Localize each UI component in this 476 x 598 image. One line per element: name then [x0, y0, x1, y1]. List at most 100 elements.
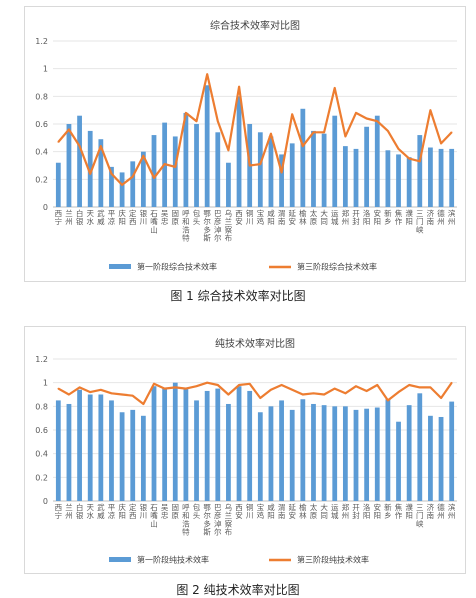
y-tick-label: 0.2 — [35, 175, 48, 184]
x-tick-label: 兰州 — [65, 502, 73, 520]
y-tick-label: 1.2 — [35, 37, 48, 46]
line-point — [163, 163, 166, 165]
x-tick-label: 焦作 — [395, 502, 403, 520]
bar — [428, 147, 433, 207]
bar — [130, 161, 136, 207]
x-tick-label: 咸阳 — [267, 208, 275, 226]
line-point — [110, 173, 113, 175]
x-tick-label: 武威 — [97, 502, 105, 520]
line-point — [131, 394, 134, 397]
x-tick-label: 庆阳 — [118, 502, 126, 520]
chart-2: 纯技术效率对比图 0 0.2 0.4 0.6 0.8 1 1.2 西宁 兰州 白银 天水 武威 平凉 庆阳定… — [24, 326, 466, 574]
bar — [119, 412, 125, 501]
bar — [300, 108, 306, 207]
x-tick-label: 定西 — [129, 502, 137, 520]
bar — [204, 390, 210, 501]
line-point — [89, 173, 92, 175]
y-tick-label: 0 — [43, 203, 48, 212]
bar — [321, 133, 327, 207]
bar — [226, 403, 231, 501]
line-point — [163, 387, 166, 390]
x-tick-label: 三门峡 — [416, 209, 424, 234]
line-point — [206, 73, 208, 75]
line-point — [121, 184, 123, 186]
x-tick-label: 郑州 — [342, 208, 350, 226]
line-point — [238, 384, 240, 386]
x-tick-label: 洛阳 — [363, 502, 371, 520]
line-point — [216, 120, 219, 123]
x-tick-label: 乌兰察布 — [225, 502, 233, 537]
line-point — [57, 387, 60, 390]
line-point — [89, 391, 92, 393]
line-point — [344, 135, 347, 138]
bar — [449, 401, 455, 501]
line-point — [312, 131, 315, 134]
x-tick-label: 呼和浩特 — [182, 502, 190, 537]
y-tick-label: 0.8 — [35, 92, 48, 101]
x-tick-label: 德州 — [437, 502, 445, 520]
line-point — [100, 145, 102, 147]
line-point — [418, 386, 421, 389]
line-point — [153, 383, 155, 385]
chart-1: 综合技术效率对比图 0 0.2 0.4 0.6 0.8 1 1.2 西宁 兰州 白银 天水 武威 平凉 庆阳… — [24, 6, 466, 282]
x-tick-label: 洛阳 — [363, 208, 371, 226]
x-tick-label: 白银 — [76, 208, 84, 226]
x-tick-label: 济南 — [427, 208, 435, 226]
line-point — [131, 175, 134, 178]
line-point — [110, 392, 113, 395]
bar — [364, 126, 370, 207]
line-point — [418, 160, 421, 163]
line-point — [323, 393, 325, 396]
y-tick-label: 0.4 — [35, 148, 48, 157]
x-tick-label: 吴忠 — [161, 503, 169, 520]
series-line — [57, 73, 453, 186]
line-point — [174, 166, 177, 168]
x-tick-label: 西安 — [235, 503, 243, 520]
bar — [342, 406, 348, 501]
x-tick-label: 榆林 — [299, 502, 307, 520]
x-tick-label: 滨州 — [448, 208, 456, 226]
line-point — [248, 164, 251, 167]
bar — [396, 154, 401, 207]
bar — [385, 399, 391, 501]
line-point — [227, 149, 230, 152]
line-point — [121, 393, 123, 396]
bar — [55, 162, 61, 207]
figure-1-caption: 图 1 综合技术效率对比图 — [170, 289, 306, 303]
x-tick-label: 包头 — [193, 208, 201, 226]
x-tick-label: 运城 — [331, 209, 339, 226]
x-tick-label: 石嘴山 — [150, 209, 158, 234]
x-tick-label: 咸阳 — [267, 502, 275, 520]
bar — [417, 393, 423, 501]
y-tick-label: 1 — [43, 65, 48, 74]
x-tick-label: 定西 — [129, 208, 137, 226]
x-tick-label: 固原 — [172, 503, 180, 520]
y-tick-label: 0 — [43, 497, 48, 506]
x-tick-label: 延安 — [288, 502, 296, 520]
x-tick-label: 焦作 — [395, 208, 403, 226]
bar — [406, 157, 412, 207]
line-point — [333, 387, 336, 390]
bar — [364, 408, 370, 501]
x-tick-label: 银川 — [140, 209, 148, 226]
x-tick-label: 包头 — [193, 502, 201, 520]
x-tick-label: 濮阳 — [405, 502, 413, 520]
bar — [130, 409, 136, 501]
line-point — [270, 388, 272, 391]
x-tick-label: 延安 — [288, 208, 296, 226]
x-tick-label: 新乡 — [384, 502, 392, 520]
bar — [279, 154, 284, 207]
figure-2-caption: 图 2 纯技术效率对比图 — [176, 583, 300, 597]
bar — [140, 151, 146, 207]
x-tick-label: 三门峡 — [416, 503, 424, 528]
line-point — [100, 388, 102, 391]
bar — [172, 382, 178, 501]
bar — [194, 124, 199, 207]
x-tick-label: 太原 — [310, 208, 318, 226]
x-tick-label: 滨州 — [448, 502, 456, 520]
legend-label-line: 第三阶段综合技术效率 — [297, 262, 377, 272]
bar — [311, 403, 316, 501]
bar — [109, 166, 114, 207]
x-tick-label: 安阳 — [374, 208, 382, 226]
bar — [204, 85, 210, 207]
